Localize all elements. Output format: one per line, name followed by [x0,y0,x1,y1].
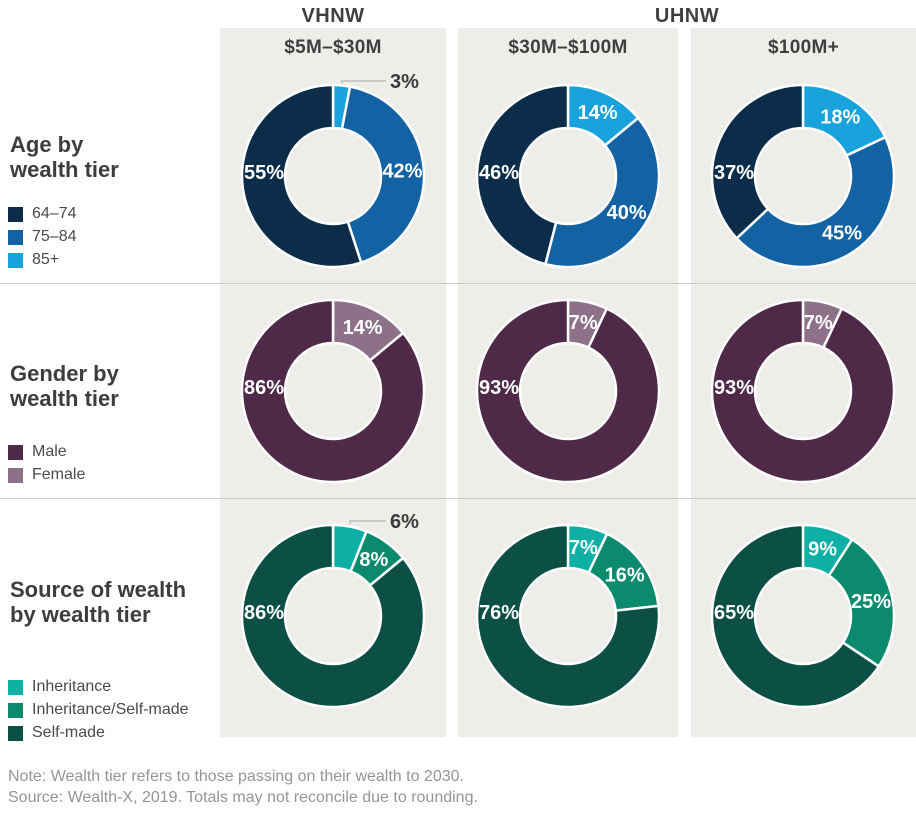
slice-percent-label: 9% [808,538,837,560]
slice-percent-label: 55% [244,162,284,184]
donut-slice-self-made [240,523,426,709]
slice-percent-label: 46% [479,162,519,184]
callout-line [340,80,386,84]
donut-slice-75-84 [734,135,896,269]
legend-swatch [8,229,23,245]
column-group-label-uhnw: UHNW [654,5,720,27]
donut-slice-male [240,298,426,484]
slice-percent-label: 37% [714,162,754,184]
slice-percent-label: 7% [804,312,833,334]
slice-percent-label: 14% [578,102,618,124]
callout-line [349,520,386,525]
slice-percent-label: 40% [607,202,647,224]
donut-source-col3: 9% 25% 65% [710,523,896,709]
legend-label: 85+ [32,251,60,268]
row-title-line: Gender by [10,361,119,386]
row-title-line: wealth tier [10,386,119,411]
legend-swatch [8,467,23,483]
donut-source-col2: 7% 16% 76% [475,523,661,709]
donut-slice-75-84 [340,85,426,265]
legend-label: 64–74 [32,205,77,222]
donut-slice-inheritance-self-made [827,537,896,669]
legend-item-age: 64–74 [8,205,77,223]
legend-item-gender: Female [8,466,85,484]
legend-swatch [8,252,23,268]
legend-label: Inheritance [32,678,112,695]
legend-label: 75–84 [32,228,77,245]
legend-label: Male [32,443,67,460]
legend-label: Female [32,466,86,483]
legend-swatch [8,444,23,460]
row-separator [0,283,916,284]
donut-slice-male [475,298,661,484]
legend-swatch [8,679,23,695]
row-title-line: Age by [10,132,84,157]
donut-age-col1: 3% 42% 55% [240,71,426,269]
slice-percent-label: 7% [569,537,598,559]
column-group-label-vhnw: VHNW [301,5,365,27]
donut-age-col3: 18% 45% 37% [710,83,896,269]
slice-percent-label: 18% [820,106,860,128]
footnote-line: Note: Wealth tier refers to those passin… [8,768,464,785]
donut-age-col2: 14% 40% 46% [475,83,661,269]
row-title-age: Age by wealth tier [10,132,119,182]
slice-percent-label: 86% [244,377,284,399]
row-title-line: Source of wealth [10,577,187,602]
legend-item-source: Self-made [8,724,105,742]
legend-item-source: Inheritance [8,678,111,696]
legend-swatch [8,725,23,741]
slice-percent-label: 25% [851,591,891,613]
legend-item-age: 75–84 [8,228,77,246]
donut-gender-col1: 14% 86% [240,298,426,484]
slice-percent-label: 93% [479,377,519,399]
slice-percent-label: 8% [359,549,388,571]
slice-percent-label: 45% [822,222,862,244]
column-subtitle: $100M+ [768,37,839,58]
footnote-line: Source: Wealth-X, 2019. Totals may not r… [8,789,478,806]
slice-percent-label: 14% [343,317,383,339]
slice-percent-label: 65% [714,602,754,624]
donut-slice-64-74 [240,83,363,269]
row-title-line: wealth tier [10,157,119,182]
slice-percent-label: 42% [382,161,422,183]
legend-item-gender: Male [8,443,67,461]
slice-percent-label: 93% [714,377,754,399]
legend-item-age: 85+ [8,251,59,269]
slice-percent-label: 7% [569,312,598,334]
row-title-line: by wealth tier [10,602,151,627]
slice-percent-callout-label: 6% [390,511,419,533]
donut-slice-self-made [710,523,881,709]
legend-swatch [8,206,23,222]
legend-label: Inheritance/Self-made [32,701,189,718]
footnote: Note: Wealth tier refers to those passin… [8,766,478,808]
slice-percent-label: 76% [479,602,519,624]
donut-slice-self-made [475,523,661,709]
legend-swatch [8,702,23,718]
slice-percent-label: 16% [605,565,645,587]
legend-label: Self-made [32,724,105,741]
donut-gender-col3: 7% 93% [710,298,896,484]
slice-percent-label: 86% [244,602,284,624]
donut-slice-64-74 [710,83,805,241]
legend-item-source: Inheritance/Self-made [8,701,189,719]
donut-slice-64-74 [475,83,570,266]
row-title-source: Source of wealth by wealth tier [10,577,186,627]
donut-slice-male [710,298,896,484]
column-subtitle: $5M–$30M [284,37,382,58]
donut-gender-col2: 7% 93% [475,298,661,484]
row-separator [0,498,916,499]
column-subtitle: $30M–$100M [508,37,628,58]
row-title-gender: Gender by wealth tier [10,361,119,411]
donut-source-col1: 6%8% 86% [240,511,426,709]
donut-slice-75-84 [543,116,661,269]
slice-percent-callout-label: 3% [390,71,419,93]
